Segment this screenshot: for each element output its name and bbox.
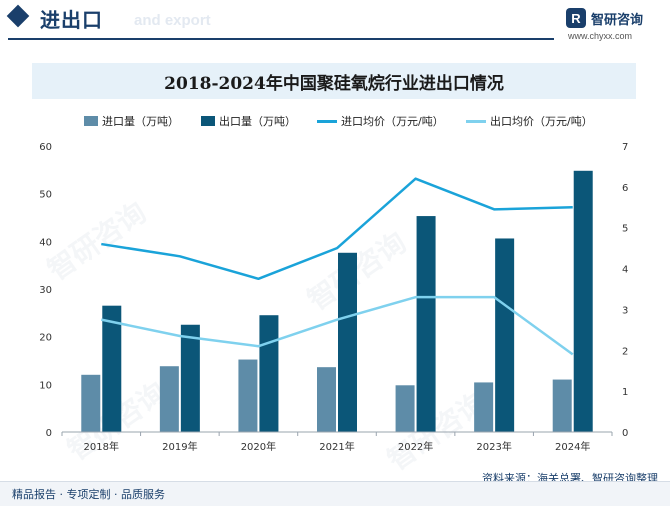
y-right-tick-label: 1	[622, 387, 628, 398]
x-tick-label: 2019年	[162, 440, 197, 453]
x-tick-label: 2023年	[476, 440, 511, 453]
y-left-tick-label: 60	[39, 142, 52, 153]
bar-export-volume	[338, 252, 357, 432]
line-import-price	[101, 177, 573, 281]
legend-swatch	[466, 119, 486, 123]
bar-export-volume	[495, 238, 515, 432]
section-header: 进出口 and export	[0, 0, 670, 42]
y-right-tick-label: 6	[622, 183, 628, 194]
logo-name: 智研咨询	[591, 13, 644, 28]
logo-url: www.chyxx.com	[568, 31, 633, 41]
y-left-tick-label: 40	[39, 237, 52, 248]
bar-export-volume	[416, 216, 436, 432]
bar-import-volume	[552, 379, 572, 432]
section-title: 进出口	[40, 8, 103, 32]
y-right-tick-label: 3	[622, 305, 628, 316]
bar-import-volume	[474, 382, 494, 432]
legend-swatch	[201, 116, 215, 126]
bar-import-volume	[159, 366, 179, 432]
y-left-tick-label: 0	[46, 428, 52, 439]
x-tick-label: 2018年	[84, 440, 119, 453]
y-left-tick-label: 20	[39, 333, 52, 344]
bar-import-volume	[238, 359, 258, 432]
y-right-tick-label: 2	[622, 346, 628, 357]
legend-item-import-volume: 进口量（万吨）	[84, 112, 179, 130]
bar-export-volume	[259, 315, 279, 432]
y-right-tick-label: 7	[622, 142, 628, 153]
legend-item-import-price: 进口均价（万元/吨）	[317, 112, 444, 130]
bar-export-volume	[180, 324, 200, 432]
legend-label: 出口量（万吨）	[219, 115, 296, 128]
chart-legend: 进口量（万吨） 出口量（万吨） 进口均价（万元/吨） 出口均价（万元/吨）	[0, 112, 670, 130]
legend-label: 进口量（万吨）	[102, 115, 179, 128]
chart-title: 2018-2024年中国聚硅氧烷行业进出口情况	[164, 73, 504, 94]
x-tick-label: 2021年	[319, 440, 354, 453]
right-axis: 0 1 2 3 4 5 6 7	[622, 142, 628, 439]
bar-import-volume	[317, 367, 336, 432]
legend-item-export-price: 出口均价（万元/吨）	[466, 112, 593, 130]
x-axis: 2018年 2019年 2020年 2021年 2022年 2023年 2024年	[61, 431, 613, 453]
y-right-tick-label: 4	[622, 265, 628, 276]
header-rule	[8, 38, 554, 40]
left-axis: 0 10 20 30 40 50 60	[39, 142, 52, 439]
lines	[101, 177, 574, 356]
y-left-tick-label: 10	[39, 380, 52, 391]
y-left-tick-label: 50	[39, 190, 52, 201]
brand-logo: R 智研咨询 www.chyxx.com	[566, 8, 666, 42]
legend-label: 进口均价（万元/吨）	[341, 115, 444, 128]
legend-item-export-volume: 出口量（万吨）	[201, 112, 296, 130]
footer-bar: 精品报告 · 专项定制 · 品质服务	[0, 481, 670, 506]
footer-slogan: 精品报告 · 专项定制 · 品质服务	[12, 488, 165, 501]
legend-swatch	[317, 119, 337, 123]
bar-import-volume	[395, 385, 415, 432]
x-tick-label: 2022年	[398, 440, 433, 453]
x-tick-label: 2020年	[241, 440, 276, 453]
section-subtitle: and export	[134, 12, 211, 29]
chart-title-band: 2018-2024年中国聚硅氧烷行业进出口情况	[32, 63, 636, 99]
line-export-price	[101, 295, 574, 356]
bar-export-volume	[102, 305, 122, 432]
y-right-tick-label: 0	[622, 428, 628, 439]
bar-export-volume	[573, 170, 593, 432]
legend-label: 出口均价（万元/吨）	[490, 115, 593, 128]
bar-import-volume	[81, 374, 101, 432]
y-right-tick-label: 5	[622, 224, 628, 235]
logo-icon: R	[566, 8, 586, 28]
y-left-tick-label: 30	[39, 285, 52, 296]
x-tick-label: 2024年	[555, 440, 590, 453]
legend-swatch	[84, 116, 98, 126]
